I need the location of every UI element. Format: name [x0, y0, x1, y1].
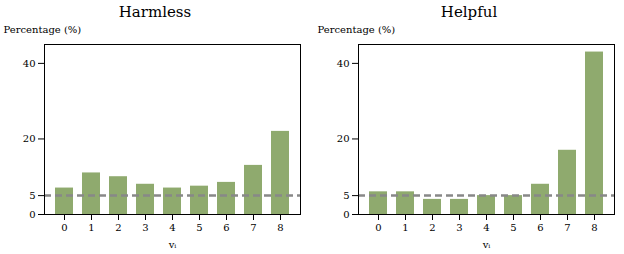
svg-text:1: 1	[88, 222, 94, 233]
svg-text:40: 40	[23, 58, 36, 69]
svg-text:8: 8	[277, 222, 283, 233]
svg-text:5: 5	[29, 190, 35, 201]
svg-text:40: 40	[337, 58, 350, 69]
html-text:Helpful: Helpful	[440, 3, 498, 21]
svg-text:4: 4	[169, 222, 175, 233]
svg-text:20: 20	[337, 133, 350, 144]
svg-text:vᵢ: vᵢ	[482, 239, 491, 250]
svg-text:5: 5	[343, 190, 349, 201]
svg-text:6: 6	[223, 222, 229, 233]
svg-text:5: 5	[196, 222, 202, 233]
svg-text:Percentage (%): Percentage (%)	[318, 24, 396, 35]
svg-text:0: 0	[343, 209, 349, 220]
svg-text:Percentage (%): Percentage (%)	[4, 24, 82, 35]
svg-text:4: 4	[483, 222, 489, 233]
svg-text:7: 7	[250, 222, 256, 233]
svg-text:3: 3	[142, 222, 148, 233]
svg-text:1: 1	[402, 222, 408, 233]
svg-text:2: 2	[429, 222, 435, 233]
svg-text:2: 2	[115, 222, 121, 233]
svg-text:7: 7	[564, 222, 570, 233]
svg-text:0: 0	[29, 209, 35, 220]
svg-text:0: 0	[375, 222, 381, 233]
svg-text:3: 3	[456, 222, 462, 233]
html-text:Harmless: Harmless	[118, 3, 192, 21]
svg-text:5: 5	[510, 222, 516, 233]
svg-text:0: 0	[61, 222, 67, 233]
svg-text:8: 8	[591, 222, 597, 233]
svg-text:6: 6	[537, 222, 543, 233]
svg-text:20: 20	[23, 133, 36, 144]
svg-text:vᵢ: vᵢ	[168, 239, 177, 250]
